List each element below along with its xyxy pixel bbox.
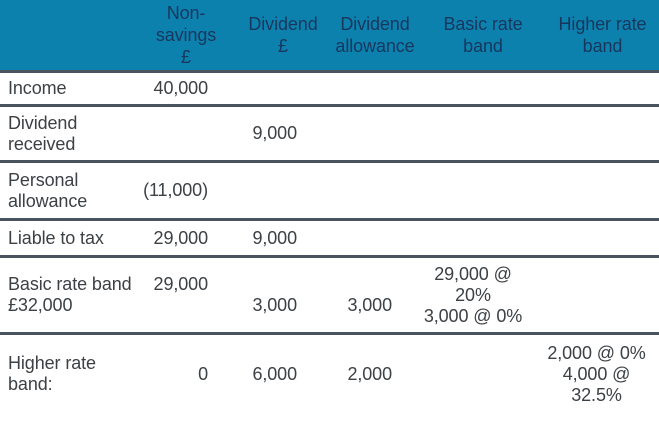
cell-higher-basic <box>420 334 546 414</box>
cell-persallow-higher <box>546 162 659 220</box>
header-cell-rowlabel <box>0 0 136 72</box>
header-cell-nonsavings: Non- savings £ <box>136 0 236 72</box>
cell-persallow-nonsavings: (11,000) <box>143 180 208 200</box>
cell-higher-dividend: 6,000 <box>252 363 297 384</box>
table-header: Non- savings £ Dividend £ Dividend allow… <box>0 0 659 72</box>
row-label: Personal allowance <box>8 169 88 211</box>
cell-divrec-nonsavings <box>136 106 236 162</box>
cell-persallow-allowance <box>330 162 420 220</box>
row-label: Dividend received <box>8 112 78 154</box>
header-cell-basic-rate-band: Basic rate band <box>420 0 546 72</box>
cell-divrec-basic <box>420 106 546 162</box>
cell-income-dividend <box>236 72 330 106</box>
cell-liable-allowance <box>330 220 420 257</box>
header-row: Non- savings £ Dividend £ Dividend allow… <box>0 0 659 72</box>
cell-income-nonsavings: 40,000 <box>153 78 209 98</box>
tax-calculation-table: Non- savings £ Dividend £ Dividend allow… <box>0 0 659 414</box>
cell-liable-dividend: 9,000 <box>252 227 297 248</box>
header-cell-higher-rate-band: Higher rate band <box>546 0 659 72</box>
cell-persallow-dividend <box>236 162 330 220</box>
cell-liable-higher <box>546 220 659 257</box>
cell-income-higher <box>546 72 659 106</box>
cell-higher-nonsavings: 0 <box>198 363 208 384</box>
cell-higher-rate-calc: 2,000 @ 0% 4,000 @ 32.5% <box>547 342 646 405</box>
cell-divrec-dividend: 9,000 <box>252 123 297 143</box>
cell-basic-nonsavings: 29,000 <box>153 274 209 294</box>
cell-higher-allowance: 2,000 <box>347 363 392 384</box>
cell-basic-allowance: 3,000 <box>347 295 392 315</box>
row-label: Income <box>8 78 67 98</box>
table-row-liable-to-tax: Liable to tax 29,000 9,000 <box>0 219 659 257</box>
cell-divrec-allowance <box>330 106 420 162</box>
table-body: Income 40,000 Dividend received 9,000 Pe… <box>0 71 659 414</box>
table-row-income: Income 40,000 <box>0 71 659 106</box>
cell-divrec-higher <box>546 106 659 162</box>
header-cell-dividend-allowance: Dividend allowance <box>330 0 420 72</box>
cell-basic-dividend: 3,000 <box>252 295 297 315</box>
cell-persallow-basic <box>420 162 546 220</box>
cell-liable-nonsavings: 29,000 <box>153 227 209 248</box>
cell-income-basic <box>420 72 546 106</box>
cell-liable-basic <box>420 220 546 257</box>
table-row-dividend-received: Dividend received 9,000 <box>0 105 659 162</box>
header-cell-dividend: Dividend £ <box>236 0 330 72</box>
cell-basic-higher <box>546 257 659 334</box>
cell-income-allowance <box>330 72 420 106</box>
table-row-personal-allowance: Personal allowance (11,000) <box>0 161 659 220</box>
row-label: Liable to tax <box>8 227 104 248</box>
row-label: Higher rate band: <box>8 353 96 395</box>
table-row-higher-rate-band: Higher rate band: 0 6,000 2,000 2,000 @ … <box>0 333 659 414</box>
row-label: Basic rate band £32,000 <box>8 274 132 315</box>
table-row-basic-rate-band: Basic rate band £32,000 29,000 3,000 3,0… <box>0 256 659 334</box>
cell-basic-rate-calc: 29,000 @ 20% 3,000 @ 0% <box>423 263 523 326</box>
